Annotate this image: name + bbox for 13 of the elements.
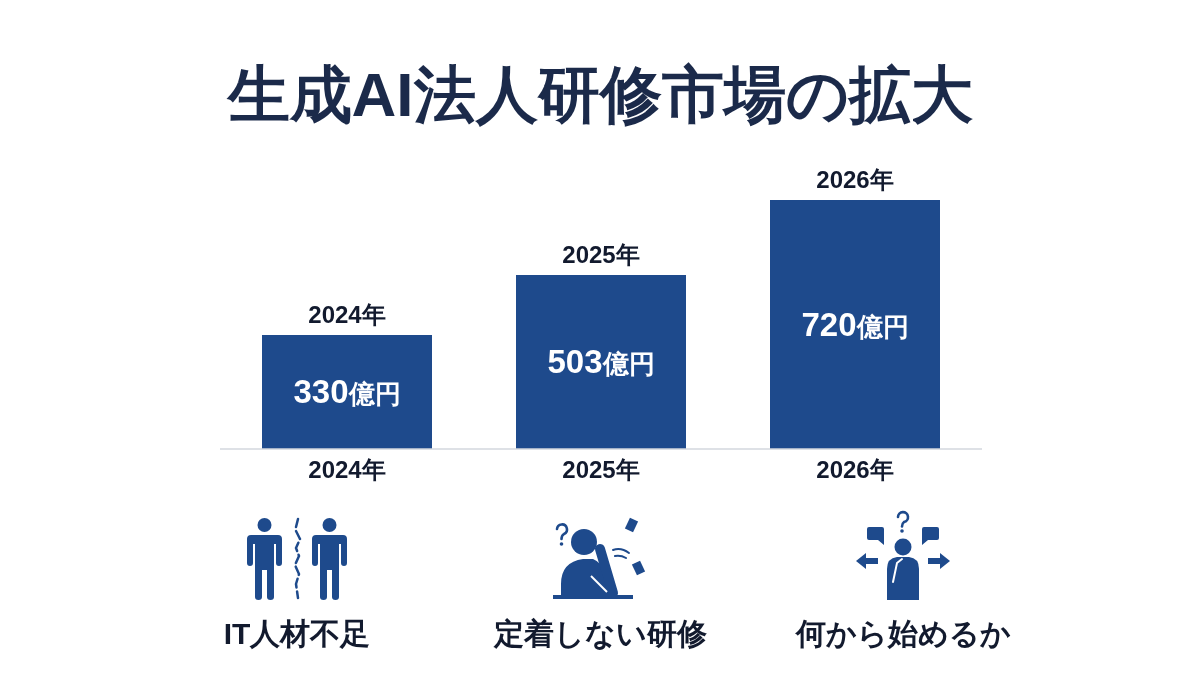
data-label: 720億円: [801, 305, 909, 343]
data-label: 503億円: [547, 343, 655, 381]
x-tick-label: 2024年: [308, 456, 386, 484]
x-tick-label: 2025年: [562, 456, 640, 484]
category-label: 2025年: [562, 241, 640, 269]
category-label: 2026年: [816, 166, 894, 193]
x-tick-label: 2026年: [816, 456, 894, 484]
text: IT人材不足: [223, 617, 371, 650]
text: 何から始めるか: [795, 617, 1011, 650]
chart-title: 生成AI法人研修市場の拡大: [227, 60, 973, 129]
category-label: 2024年: [308, 300, 386, 328]
data-label: 330億円: [293, 372, 401, 410]
text: 定着しない研修: [493, 617, 707, 650]
